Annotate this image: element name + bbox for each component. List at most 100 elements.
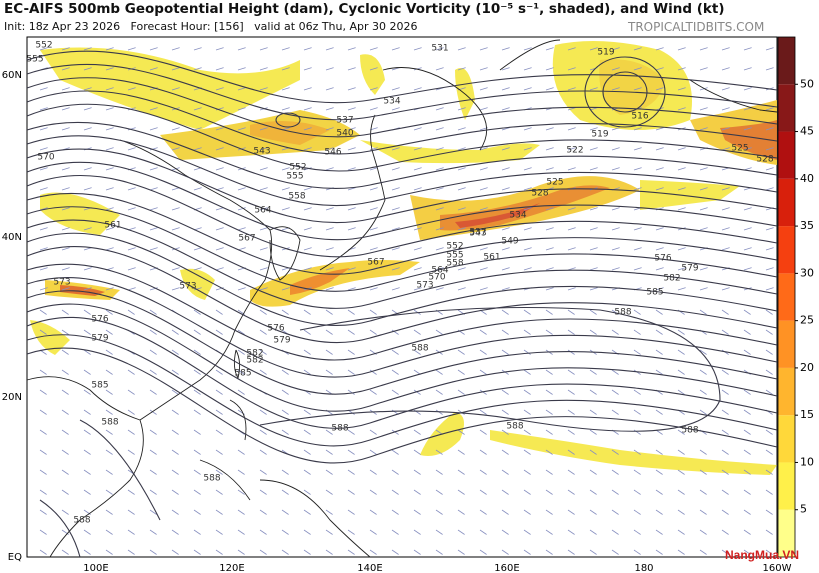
wind-barb <box>655 309 663 315</box>
wind-barb <box>105 309 113 315</box>
wind-barb <box>523 87 532 91</box>
wind-barb <box>391 267 400 271</box>
wind-barb <box>765 287 774 291</box>
wind-barb <box>39 147 48 151</box>
wind-barb <box>39 107 48 111</box>
wind-barb <box>83 529 91 535</box>
wind-barb <box>611 469 619 475</box>
wind-barb <box>413 267 422 271</box>
wind-barb <box>171 127 180 131</box>
wind-barb <box>391 47 400 51</box>
contour-line <box>26 206 778 292</box>
wind-barb <box>611 47 620 51</box>
wind-barb <box>567 369 575 375</box>
wind-barb <box>413 509 421 515</box>
wind-barb <box>765 309 773 315</box>
wind-barb <box>61 67 70 71</box>
wind-barb <box>325 469 333 475</box>
wind-barb <box>611 489 619 495</box>
wind-barb <box>545 409 553 415</box>
wind-barb <box>391 449 399 455</box>
wind-barb <box>281 469 289 475</box>
wind-barb <box>281 529 289 535</box>
contour-label: 516 <box>631 112 648 122</box>
lon-label: 140E <box>357 563 382 573</box>
lat-label: EQ <box>8 552 22 563</box>
wind-barb <box>61 469 69 475</box>
wind-barb <box>457 429 465 435</box>
wind-barb <box>501 187 510 191</box>
wind-barb <box>347 67 356 71</box>
wind-barb <box>633 167 642 171</box>
wind-barb <box>633 309 641 315</box>
wind-barb <box>61 207 70 211</box>
wind-barb <box>39 429 47 435</box>
wind-barb <box>39 127 48 131</box>
colorbar-label: 50 <box>800 77 814 90</box>
wind-barb <box>105 529 113 535</box>
wind-barb <box>83 47 92 51</box>
wind-barb <box>413 489 421 495</box>
wind-barb <box>259 349 267 355</box>
wind-barb <box>457 207 466 211</box>
wind-barb <box>215 469 223 475</box>
title: EC-AIFS 500mb Geopotential Height (dam),… <box>4 1 725 17</box>
wind-barb <box>699 449 707 455</box>
wind-barb <box>633 227 642 231</box>
wind-barb <box>435 107 444 111</box>
wind-barb <box>567 127 576 131</box>
wind-barb <box>479 247 488 251</box>
wind-barb <box>611 167 620 171</box>
wind-barb <box>171 449 179 455</box>
wind-barb <box>567 309 575 315</box>
wind-barb <box>765 469 773 475</box>
wind-barb <box>105 389 113 395</box>
contour-label: 582 <box>663 274 680 284</box>
wind-barb <box>171 227 180 231</box>
wind-barb <box>83 489 91 495</box>
wind-barb <box>501 409 509 415</box>
wind-barb <box>259 309 267 315</box>
wind-barb <box>83 67 92 71</box>
contour-line <box>26 50 778 104</box>
contour-label: 573 <box>416 281 433 291</box>
wind-barb <box>457 267 466 271</box>
wind-barb <box>39 167 48 171</box>
wind-barb <box>171 147 180 151</box>
wind-barb <box>237 549 245 555</box>
wind-barb <box>413 389 421 395</box>
wind-barb <box>303 489 311 495</box>
wind-barb <box>677 267 686 271</box>
wind-barb <box>589 329 597 335</box>
wind-barb <box>633 409 641 415</box>
wind-barb <box>237 227 246 231</box>
wind-barb <box>127 509 135 515</box>
wind-barb <box>149 509 157 515</box>
wind-barb <box>655 187 664 191</box>
wind-barb <box>149 187 158 191</box>
contour-line <box>26 121 778 190</box>
wind-barb <box>127 187 136 191</box>
contour-label: 555 <box>446 251 463 261</box>
colorbar-segment <box>778 462 795 510</box>
wind-barb <box>435 147 444 151</box>
wind-barb <box>303 127 312 131</box>
wind-barb <box>347 389 355 395</box>
colorbar-segment <box>778 37 795 85</box>
wind-barb <box>677 449 685 455</box>
wind-barb <box>501 127 510 131</box>
wind-barb <box>325 549 333 555</box>
wind-barb <box>39 449 47 455</box>
contour-label: 576 <box>267 324 284 334</box>
lon-label: 180 <box>634 563 653 573</box>
wind-barb <box>369 187 378 191</box>
wind-barb <box>61 107 70 111</box>
wind-barb <box>743 349 751 355</box>
contour-line <box>26 232 778 327</box>
contour-label: 534 <box>383 97 400 107</box>
wind-barb <box>765 329 773 335</box>
contour-label: 588 <box>411 344 428 354</box>
colorbar-segment <box>778 226 795 274</box>
wind-barb <box>105 87 114 91</box>
wind-barb <box>501 267 510 271</box>
